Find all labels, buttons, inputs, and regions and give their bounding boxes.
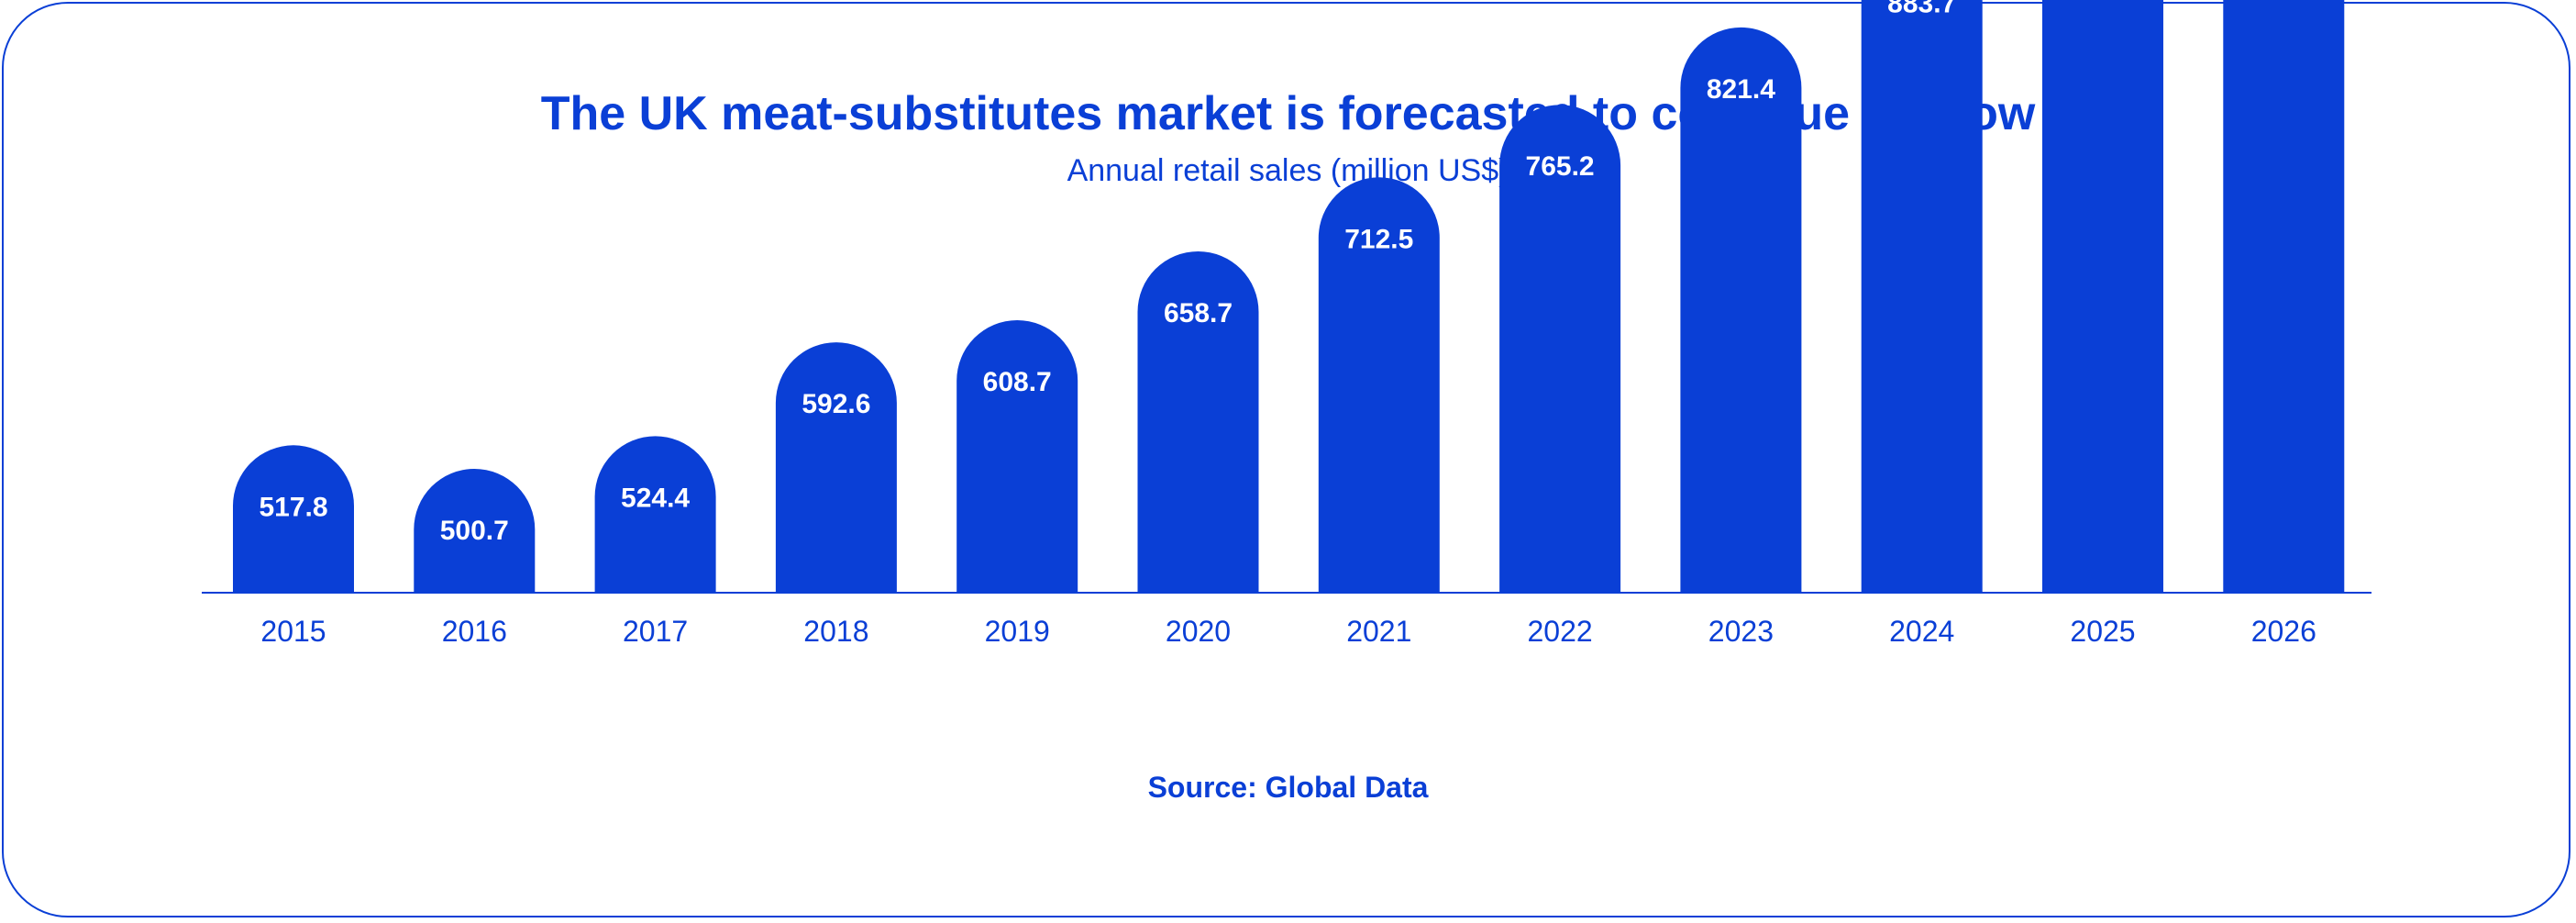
x-tick-label-2021: 2021 (1346, 615, 1411, 648)
x-tick-label-2016: 2016 (442, 615, 507, 648)
chart-subtitle: Annual retail sales (million US$) (1067, 153, 1509, 188)
bar-2018 (775, 342, 897, 593)
value-label-2019: 608.7 (983, 367, 1052, 397)
chart-source: Source: Global Data (1147, 771, 1429, 804)
bar-2021 (1318, 177, 1440, 594)
value-label-2024: 883.7 (1887, 0, 1956, 18)
x-tick-label-2020: 2020 (1166, 615, 1231, 648)
bar-2025 (2042, 0, 2163, 593)
bar-2019 (956, 319, 1078, 593)
bar-2020 (1137, 250, 1259, 593)
bar-2022 (1499, 105, 1621, 593)
value-label-2017: 524.4 (621, 483, 690, 513)
value-label-2022: 765.2 (1526, 151, 1595, 182)
bar-2023 (1680, 27, 1802, 593)
x-tick-label-2017: 2017 (623, 615, 688, 648)
value-labels-group: 517.8 500.7 524.4 592.6 608.7 658.7 712.5 765.2… (259, 0, 1956, 546)
x-tick-label-2024: 2024 (1889, 615, 1954, 648)
value-label-2020: 658.7 (1164, 298, 1233, 328)
value-label-2016: 500.7 (440, 516, 509, 546)
bar-2026 (2223, 0, 2345, 593)
x-tick-label-2025: 2025 (2070, 615, 2135, 648)
bar-2024 (1861, 0, 1983, 593)
x-tick-label-2015: 2015 (260, 615, 326, 648)
x-tick-label-2023: 2023 (1708, 615, 1774, 648)
x-tick-label-2026: 2026 (2251, 615, 2316, 648)
bar-2017 (594, 436, 716, 593)
x-tick-labels-group: 2015 2016 2017 2018 2019 2020 2021 2022 2023 2024… (260, 615, 2316, 648)
bar-2016 (414, 468, 536, 593)
value-label-2015: 517.8 (259, 492, 327, 522)
x-tick-label-2022: 2022 (1528, 615, 1593, 648)
x-tick-label-2018: 2018 (803, 615, 868, 648)
x-tick-label-2019: 2019 (985, 615, 1050, 648)
bar-2015 (233, 445, 354, 593)
value-label-2018: 592.6 (802, 389, 870, 419)
bars-group (233, 0, 2345, 594)
value-label-2021: 712.5 (1344, 224, 1413, 254)
value-label-2023: 821.4 (1707, 74, 1775, 105)
